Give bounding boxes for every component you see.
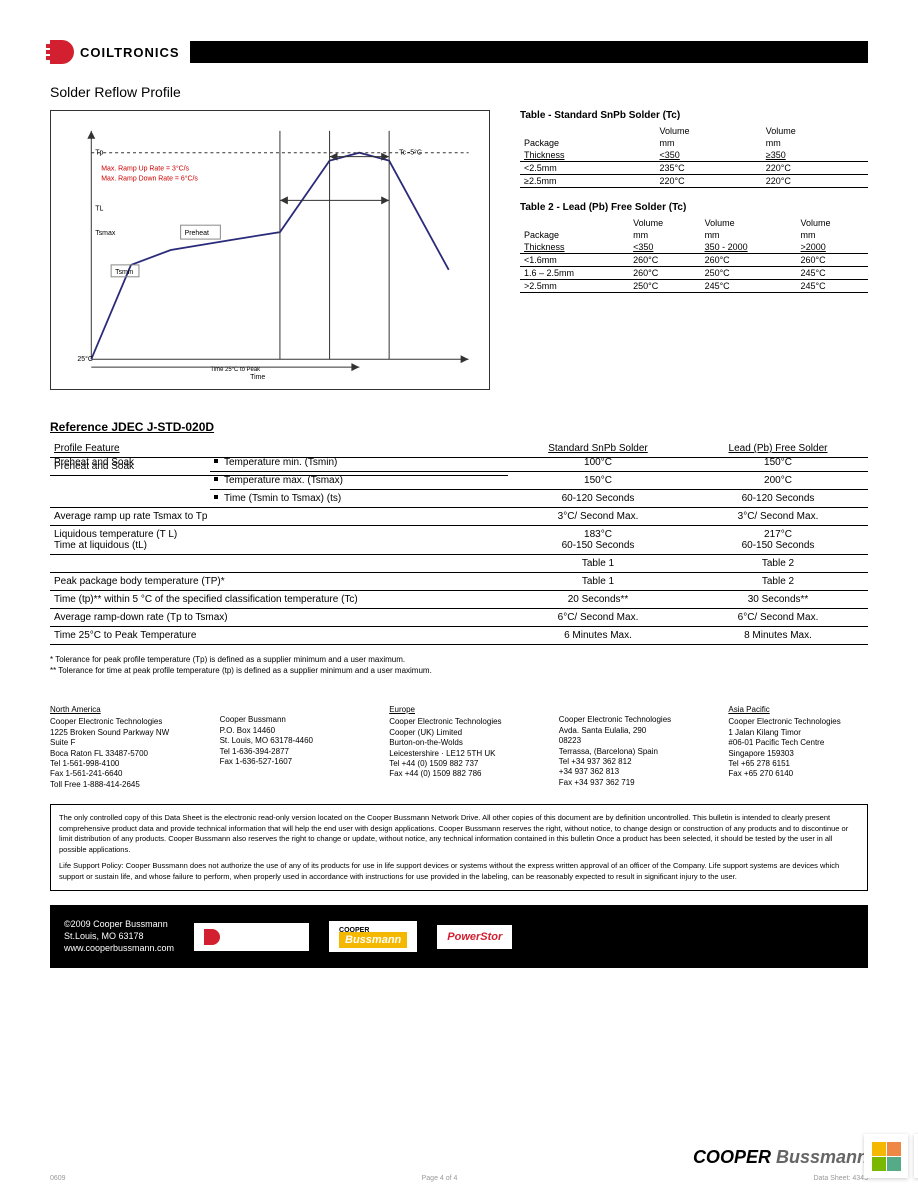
cooper-bussmann-logo: COOPER Bussmann [693, 1147, 868, 1168]
reference-title: Reference JDEC J-STD-020D [50, 420, 868, 434]
table1: VolumeVolume Packagemmmm Thickness<350≥3… [520, 125, 868, 188]
next-button[interactable]: › [914, 1134, 918, 1178]
svg-text:Tc -5°C: Tc -5°C [399, 149, 422, 157]
chart-rampup-note: Max. Ramp Up Rate = 3°C/s [101, 165, 189, 173]
header-bar [190, 41, 868, 63]
table2: VolumeVolumeVolume Packagemmmmmm Thickne… [520, 217, 868, 293]
brand-name: COILTRONICS [80, 45, 180, 60]
svg-text:Tsmin: Tsmin [115, 269, 133, 276]
app-badge[interactable] [864, 1134, 908, 1178]
footer-bar: ©2009 Cooper BussmannSt.Louis, MO 63178w… [50, 905, 868, 968]
coiltronics-badge: COILTRONICS [194, 923, 309, 951]
svg-text:25°C: 25°C [77, 355, 93, 363]
svg-text:TL: TL [95, 205, 103, 212]
table1-title: Table - Standard SnPb Solder (Tc) [520, 110, 868, 121]
coiltronics-logo-icon [50, 40, 74, 64]
svg-text:Time: Time [250, 374, 265, 381]
address-block: North America Cooper Electronic Technolo… [50, 705, 868, 790]
svg-text:Preheat: Preheat [185, 230, 209, 237]
page-meta: 0609Page 4 of 4Data Sheet: 4343 [50, 1175, 868, 1182]
section-title: Solder Reflow Profile [50, 84, 868, 100]
chart-rampdown-note: Max. Ramp Down Rate = 6°C/s [101, 175, 198, 183]
bussmann-badge: COOPERBussmann [329, 921, 417, 952]
footnotes: * Tolerance for peak profile temperature… [50, 655, 868, 675]
powerstor-badge: PowerStor [437, 925, 512, 949]
spec-table-body: Preheat and SoakTemperature min. (Tsmin)… [50, 454, 868, 645]
page-header: COILTRONICS [50, 40, 868, 64]
table2-title: Table 2 - Lead (Pb) Free Solder (Tc) [520, 202, 868, 213]
reflow-profile-chart: Max. Ramp Up Rate = 3°C/s Max. Ramp Down… [50, 110, 490, 390]
disclaimer-box: The only controlled copy of this Data Sh… [50, 804, 868, 891]
svg-text:Tp: Tp [95, 150, 103, 157]
svg-text:Tsmax: Tsmax [95, 230, 116, 237]
svg-text:Time 25°C to Peak: Time 25°C to Peak [210, 367, 260, 373]
